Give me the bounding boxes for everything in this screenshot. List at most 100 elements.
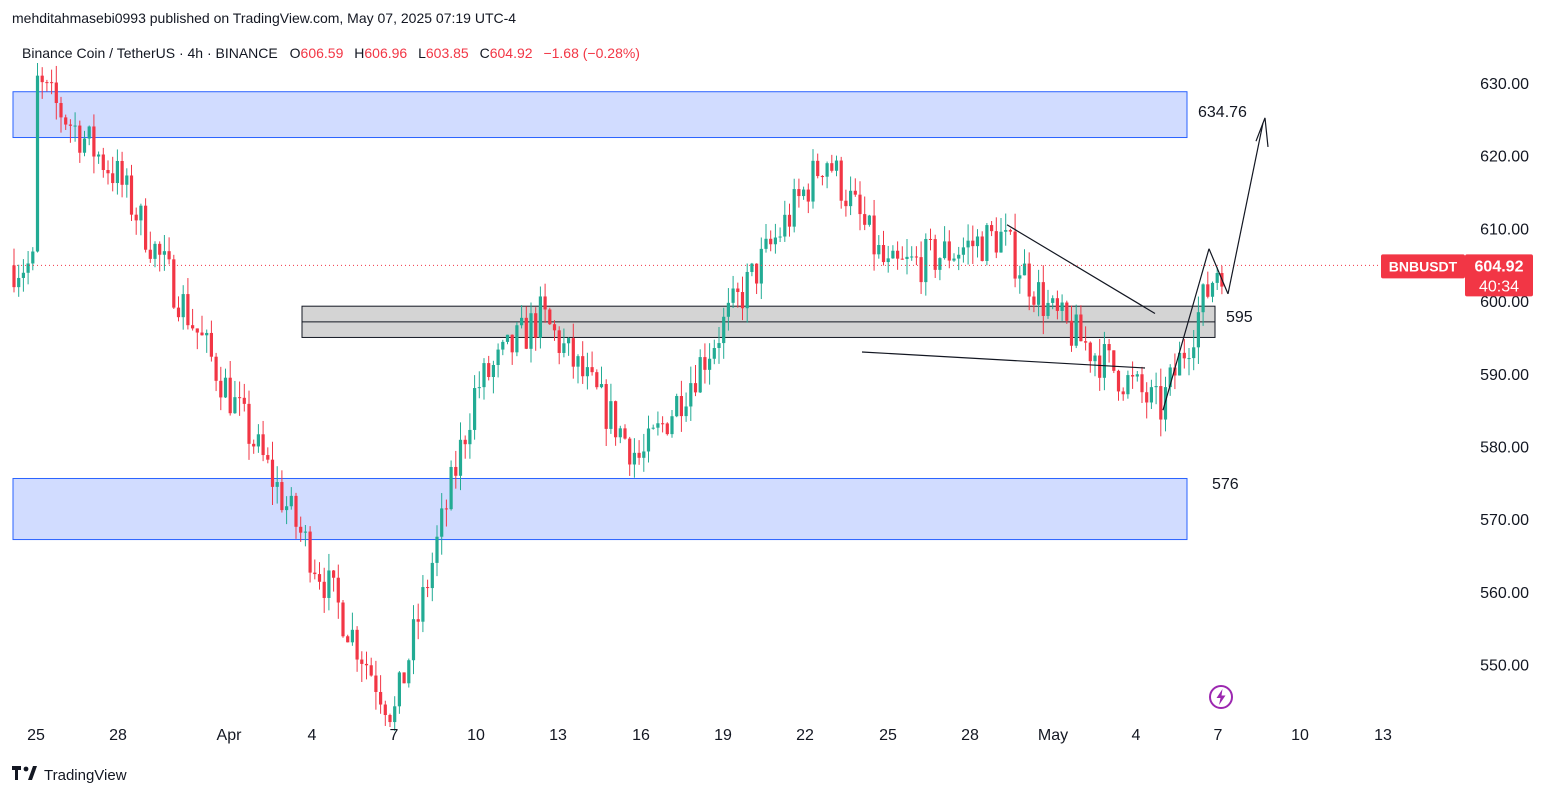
candle-body [454,466,458,476]
candle-body [595,372,599,388]
candle-body [515,325,519,353]
candle-body [872,215,876,255]
low-value: 603.85 [425,45,469,61]
candle-body [999,231,1003,253]
candle-body [1074,314,1078,346]
candle-body [1107,344,1111,351]
candle-body [477,387,481,389]
candle-body [449,466,453,510]
candle-body [87,126,91,139]
y-tick-label: 610.00 [1480,221,1529,238]
candle-body [379,691,383,705]
candle-body [581,356,585,377]
change-value: −1.68 (−0.28%) [543,45,640,61]
candle-body [548,309,552,325]
candle-body [313,572,317,575]
time-axis[interactable]: 25 28 Apr 4 7 10 13 16 19 22 25 28 May 4 7 10 13 [27,727,1392,744]
candle-body [726,302,730,317]
candle-body [811,160,815,202]
candle-body [1069,320,1074,346]
candle-body [933,239,937,270]
brand-name: TradingView [44,766,127,784]
candle-body [1215,273,1219,283]
x-tick-label: 4 [1132,727,1141,744]
candle-body [957,254,961,259]
candle-body [698,357,702,393]
candle-body [82,138,87,153]
candle-body [1112,350,1116,371]
candle-body [435,536,439,563]
candle-body [223,377,228,398]
candle-body [172,259,176,308]
open-value: 606.59 [300,45,344,61]
candle-body [769,238,773,245]
candle-body [26,263,30,273]
footer-brand[interactable]: TradingView [12,766,127,784]
candle-body [336,577,340,603]
candle-body [952,258,956,261]
candle-body [59,103,63,118]
lightning-icon[interactable] [1208,684,1234,710]
y-tick-label: 550.00 [1480,658,1529,675]
candle-body [209,332,213,357]
candle-body [787,214,792,227]
x-tick-label: 25 [879,727,897,744]
candle-body [402,672,406,684]
candle-body [139,205,143,221]
price-axis[interactable]: 630.00 620.00 610.00 600.00 590.00 580.00 570.… [1480,76,1529,675]
open-label: O [289,45,301,61]
candle-body [115,160,119,184]
wedge-upper-line [1006,224,1156,314]
candle-body [1126,375,1130,395]
candle-body [665,423,669,435]
candle-body [440,508,444,537]
symbol-badge-bg [1381,254,1465,279]
pullback-leg [1208,248,1229,295]
symbol-description[interactable]: Binance Coin / TetherUS · 4h · BINANCE [22,45,278,61]
candle-body [1116,370,1121,392]
candle-body [1055,298,1059,311]
candle-body [867,215,871,225]
candle-body [1004,230,1008,232]
candle-body [750,263,754,272]
candle-body [186,294,190,326]
candle-body [64,117,68,125]
wedge-lower-line [861,351,1146,369]
candle-body [966,240,970,248]
candle-body [900,258,904,260]
candle-body [717,343,721,349]
candle-body [928,238,933,240]
annotation-label: 595 [1226,309,1253,326]
zones-layer [12,91,1216,541]
x-tick-label: 7 [390,727,399,744]
candle-body [148,249,152,259]
candle-body [1008,230,1012,232]
candle-body [266,455,270,460]
annotation-label: 576 [1212,476,1239,493]
x-tick-label: 22 [796,727,814,744]
candle-body [242,397,246,404]
x-tick-label: 13 [549,727,567,744]
candle-body [877,245,881,255]
candle-body [125,175,129,185]
candle-body [1145,392,1149,403]
candle-body [792,189,796,227]
candle-body [261,434,265,456]
candle-body [797,189,801,197]
candle-body [275,482,279,487]
candle-body [1192,347,1196,359]
candle-body [943,241,947,259]
candle-body [1060,302,1064,311]
candle-body [1037,282,1041,305]
candle-body [496,349,500,365]
candle-body [374,675,378,692]
candle-body [45,82,49,84]
candle-body [1027,263,1031,297]
candle-body [463,439,467,445]
candle-body [17,277,21,288]
candle-body [228,377,232,414]
candle-body [764,238,768,249]
candle-body [1154,386,1158,388]
close-label: C [479,45,490,61]
